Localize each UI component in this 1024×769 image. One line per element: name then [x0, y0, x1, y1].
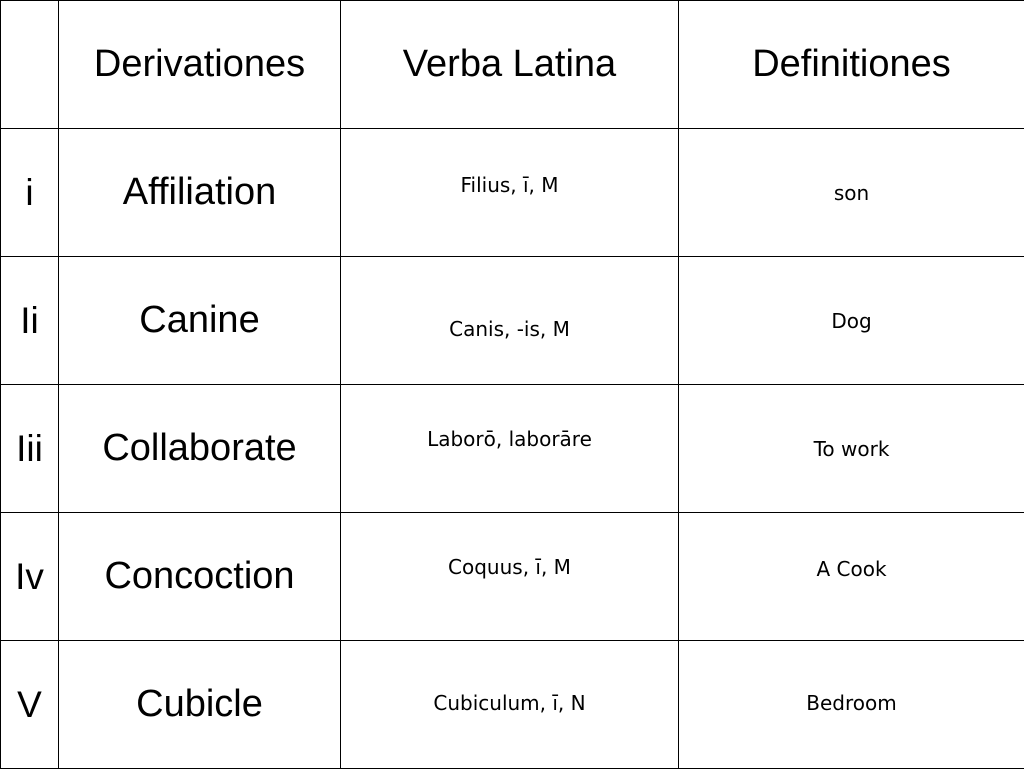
row-number: Iv: [1, 513, 59, 641]
latin-word-text: Coquus, ī, M: [341, 555, 678, 579]
latin-word-text: Canis, -is, M: [341, 317, 678, 341]
definition-cell: To work: [679, 385, 1024, 513]
table-row: Iii Collaborate Laborō, laborāre To work: [1, 385, 1024, 513]
table-row: Iv Concoction Coquus, ī, M A Cook: [1, 513, 1024, 641]
header-derivationes: Derivationes: [59, 1, 341, 129]
derivation-cell: Affiliation: [59, 129, 341, 257]
table-row: i Affiliation Filius, ī, M son: [1, 129, 1024, 257]
latin-word-text: Filius, ī, M: [341, 173, 678, 197]
definition-text: A Cook: [679, 557, 1024, 581]
row-number: i: [1, 129, 59, 257]
header-verba-latina: Verba Latina: [341, 1, 679, 129]
latin-word-cell: Filius, ī, M: [341, 129, 679, 257]
row-number: V: [1, 641, 59, 769]
definition-cell: Bedroom: [679, 641, 1024, 769]
row-number: Ii: [1, 257, 59, 385]
derivation-cell: Cubicle: [59, 641, 341, 769]
definition-cell: son: [679, 129, 1024, 257]
latin-word-cell: Cubiculum, ī, N: [341, 641, 679, 769]
latin-word-text: Cubiculum, ī, N: [341, 691, 678, 715]
definition-cell: Dog: [679, 257, 1024, 385]
row-number: Iii: [1, 385, 59, 513]
definition-text: Bedroom: [679, 691, 1024, 715]
derivation-cell: Canine: [59, 257, 341, 385]
header-definitiones: Definitiones: [679, 1, 1024, 129]
definition-text: To work: [679, 437, 1024, 461]
latin-word-text: Laborō, laborāre: [341, 427, 678, 451]
derivation-cell: Concoction: [59, 513, 341, 641]
derivation-cell: Collaborate: [59, 385, 341, 513]
latin-word-cell: Coquus, ī, M: [341, 513, 679, 641]
table-row: Ii Canine Canis, -is, M Dog: [1, 257, 1024, 385]
header-row: Derivationes Verba Latina Definitiones: [1, 1, 1024, 129]
definition-text: Dog: [679, 309, 1024, 333]
definition-text: son: [679, 181, 1024, 205]
latin-word-cell: Canis, -is, M: [341, 257, 679, 385]
header-number: [1, 1, 59, 129]
latin-word-cell: Laborō, laborāre: [341, 385, 679, 513]
table-row: V Cubicle Cubiculum, ī, N Bedroom: [1, 641, 1024, 769]
definition-cell: A Cook: [679, 513, 1024, 641]
